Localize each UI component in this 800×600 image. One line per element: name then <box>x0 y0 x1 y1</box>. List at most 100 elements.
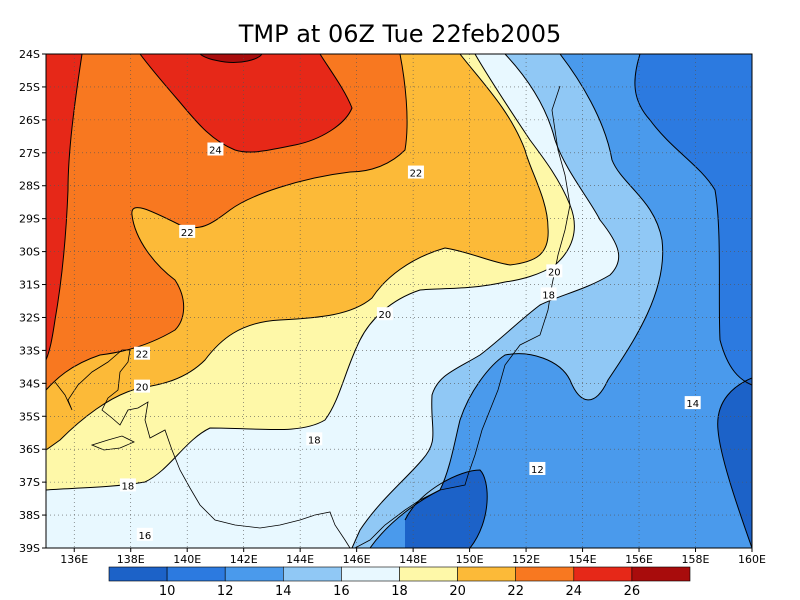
y-tick-label: 31S <box>19 279 40 292</box>
y-tick-label: 28S <box>19 180 40 193</box>
colorbar-swatch <box>108 566 168 582</box>
contour-label: 22 <box>179 224 196 239</box>
coastline <box>54 85 571 548</box>
contour-label: 18 <box>119 478 136 492</box>
colorbar-swatch <box>515 566 575 582</box>
contour-labels: 24 22 22 22 20 20 20 18 18 18 16 14 12 <box>119 142 701 542</box>
band-10-12-east <box>717 378 752 548</box>
contour-label-box <box>407 165 424 179</box>
colorbar-swatch <box>166 566 226 582</box>
contour-label-box <box>119 478 136 492</box>
contour-label-box <box>179 224 196 238</box>
x-tick-label: 150E <box>456 553 484 566</box>
contour-label-box <box>136 527 153 541</box>
colorbar-swatch <box>341 566 400 582</box>
contour-label-text: 18 <box>308 435 321 446</box>
colorbar-swatch <box>224 566 284 582</box>
x-tick-label: 160E <box>738 553 766 566</box>
temperature-field <box>46 54 752 548</box>
contour-label-text: 20 <box>548 267 561 278</box>
y-tick-label: 35S <box>19 410 40 423</box>
colorbar-swatch <box>282 566 342 582</box>
band-26-28-north <box>140 54 352 153</box>
colorbar-swatch <box>573 566 633 582</box>
contour-label-box <box>529 461 546 475</box>
contour-label-text: 24 <box>209 146 222 157</box>
band-26-28-west <box>46 54 82 360</box>
contour-label-text: 18 <box>542 290 555 301</box>
contour-label: 20 <box>134 379 151 394</box>
contour-label: 22 <box>134 346 151 361</box>
contour-label-box <box>684 396 701 410</box>
contour-label-text: 16 <box>138 531 151 542</box>
x-tick-label: 154E <box>569 553 597 566</box>
y-tick-label: 29S <box>19 213 40 226</box>
contour-label-text: 18 <box>122 481 135 492</box>
x-tick-label: 144E <box>286 553 314 566</box>
contour-label-box <box>546 264 563 278</box>
x-tick-label: 136E <box>60 553 88 566</box>
contour-label-text: 14 <box>686 399 699 410</box>
y-tick-label: 30S <box>19 246 40 259</box>
contour-label: 22 <box>407 165 424 180</box>
colorbar-swatch <box>399 566 458 582</box>
colorbar-label: 22 <box>507 584 524 599</box>
colorbar: 10 12 14 16 18 20 22 24 26 <box>108 566 691 599</box>
contour-label: 14 <box>684 396 701 410</box>
y-tick-label: 36S <box>19 443 40 456</box>
contour-label-box <box>134 379 151 393</box>
x-tick-label: 146E <box>343 553 371 566</box>
y-tick-label: 25S <box>19 81 40 94</box>
colorbar-label: 10 <box>159 584 176 599</box>
contour-label: 20 <box>376 307 393 321</box>
contour-label-box <box>134 346 151 360</box>
contour-label-box <box>207 142 224 156</box>
contour-label-text: 20 <box>136 383 149 394</box>
colorbar-label: 26 <box>624 584 641 599</box>
colorbar-label: 14 <box>275 584 292 599</box>
contour-lines <box>46 54 752 548</box>
contour-label: 18 <box>540 287 557 301</box>
y-tick-label: 39S <box>19 542 40 555</box>
contour-label: 20 <box>546 264 563 278</box>
y-tick-label: 24S <box>19 48 40 61</box>
y-tick-label: 37S <box>19 476 40 489</box>
x-tick-label: 152E <box>512 553 540 566</box>
plot-frame <box>45 53 753 549</box>
x-tick-label: 138E <box>117 553 145 566</box>
y-tick-label: 33S <box>19 344 40 357</box>
x-tick-label: 148E <box>399 553 427 566</box>
colorbar-label: 20 <box>449 584 466 599</box>
colorbar-label: 16 <box>333 584 350 599</box>
x-tick-label: 140E <box>173 553 201 566</box>
contour-label-text: 22 <box>410 169 423 180</box>
contour-label: 24 <box>207 142 224 157</box>
band-10-12-west <box>405 470 488 548</box>
contour-label-text: 22 <box>181 228 194 239</box>
contour-label-text: 20 <box>379 310 392 321</box>
colorbar-swatch <box>631 566 691 582</box>
contour-label-text: 12 <box>531 465 544 476</box>
grid <box>46 53 753 549</box>
contour-label: 18 <box>306 432 323 446</box>
contour-label-box <box>540 287 557 301</box>
contour-label-box <box>376 307 393 321</box>
y-tick-label: 26S <box>19 114 40 127</box>
colorbar-label: 18 <box>391 584 408 599</box>
y-tick-label: 32S <box>19 311 40 324</box>
x-tick-label: 158E <box>682 553 710 566</box>
chart-title: TMP at 06Z Tue 22feb2005 <box>238 20 562 48</box>
y-tick-label: 34S <box>19 377 40 390</box>
band-28-plus <box>200 54 262 63</box>
x-tick-label: 156E <box>625 553 653 566</box>
contour-label: 12 <box>529 461 546 476</box>
colorbar-label: 12 <box>217 584 234 599</box>
colorbar-swatch <box>457 566 517 582</box>
contour-label-box <box>306 432 323 446</box>
colorbar-label: 24 <box>566 584 583 599</box>
x-tick-label: 142E <box>230 553 258 566</box>
axis-ticks: 136E 138E 140E 142E 144E 146E 148E 150E 152E 154E… <box>19 48 766 566</box>
y-tick-label: 27S <box>19 147 40 160</box>
contour-label: 16 <box>136 527 153 542</box>
